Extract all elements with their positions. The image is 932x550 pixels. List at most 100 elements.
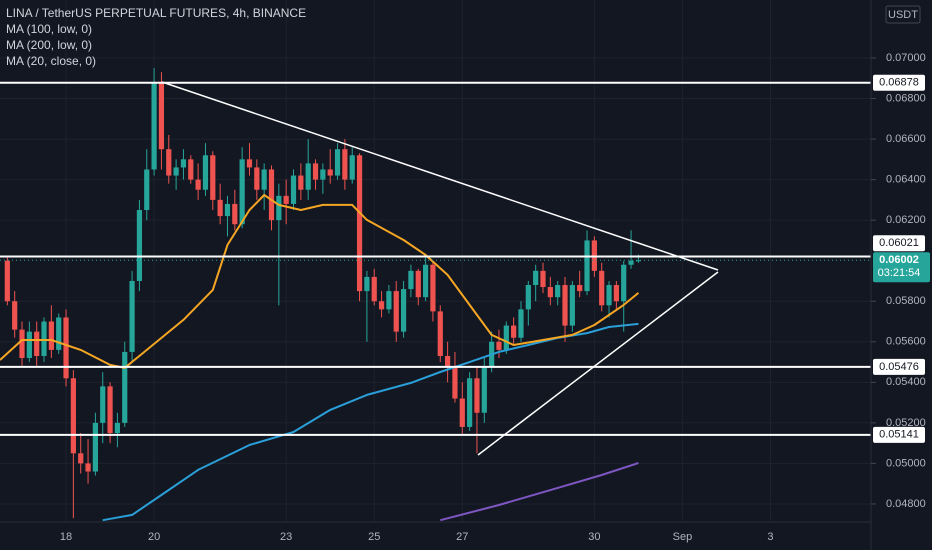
candle-body: [599, 270, 605, 306]
candle-body: [386, 291, 392, 310]
candle-body: [224, 203, 231, 217]
candle-body: [481, 366, 487, 413]
candle-body: [34, 331, 40, 356]
candle-body: [577, 285, 583, 292]
candle-body: [217, 199, 223, 217]
candle-body: [342, 149, 348, 180]
candle-body: [364, 276, 370, 292]
candle-body: [100, 386, 106, 423]
candle-body: [371, 276, 377, 302]
candle-body: [210, 155, 216, 200]
x-tick-label: 20: [148, 531, 160, 543]
y-tick-label: 0.06400: [886, 174, 926, 186]
candle-body: [349, 155, 355, 180]
candle-body: [613, 285, 619, 302]
x-tick-label: 18: [60, 531, 72, 543]
candle-body: [283, 195, 289, 204]
x-tick-label: 25: [368, 531, 380, 543]
candle-body: [518, 309, 524, 338]
candle-body: [430, 264, 436, 312]
candle-body: [584, 240, 590, 292]
level-label-box: [873, 426, 925, 443]
candle-body: [511, 325, 517, 338]
candle-body: [12, 301, 18, 330]
candle-body: [239, 159, 245, 225]
y-tick-label: 0.06600: [886, 133, 926, 145]
currency-label: USDT: [888, 9, 918, 21]
candle-body: [562, 285, 568, 326]
last-price-box: [873, 252, 930, 283]
level-label-box: [873, 235, 925, 252]
y-tick-label: 0.05800: [886, 295, 926, 307]
candle-body: [63, 317, 69, 379]
candle-body: [107, 386, 113, 434]
axes: 0.07000 0.06800 0.06600 0.06400 0.06200 0.058…: [60, 52, 926, 543]
candle-body: [305, 163, 311, 190]
x-tick-label: Sep: [673, 531, 693, 543]
candle-body: [151, 82, 157, 170]
legend-entry: MA (100, low, 0): [6, 22, 92, 36]
y-tick-label: 0.05000: [886, 457, 926, 469]
x-tick-label: 27: [456, 531, 468, 543]
candle-body: [555, 285, 561, 298]
candle-body: [158, 82, 165, 150]
candle-body: [290, 175, 297, 204]
level-label: 0.05141: [879, 429, 919, 441]
candle-body: [320, 169, 326, 180]
legend-entry: MA (20, close, 0): [6, 54, 96, 68]
candle-body: [356, 155, 363, 292]
candle-body: [180, 159, 187, 168]
candle-body: [202, 155, 209, 190]
candle-body: [246, 159, 253, 168]
candle-body: [408, 270, 414, 290]
candle-body: [268, 169, 275, 221]
candle-body: [459, 398, 465, 427]
countdown-label: 03:21:54: [878, 267, 921, 279]
plot-area: [0, 68, 871, 522]
level-label-box: [873, 74, 925, 91]
chart-title: LINA / TetherUS PERPETUAL FUTURES, 4h, B…: [6, 6, 306, 20]
candle-body: [166, 149, 172, 176]
candle-body: [525, 285, 531, 310]
candle-body: [312, 163, 319, 180]
candle-body: [422, 264, 429, 298]
candle-body: [85, 463, 91, 472]
candle-body: [78, 453, 84, 464]
candle-body: [188, 159, 194, 180]
candle-body: [122, 351, 128, 423]
candle-body: [195, 179, 201, 190]
level-label-box: [873, 358, 925, 375]
candle-body: [474, 378, 480, 413]
candle-body: [26, 331, 32, 359]
candle-body: [503, 325, 509, 350]
candle-body: [569, 285, 575, 326]
level-label: 0.05476: [879, 361, 919, 373]
candle-body: [540, 270, 546, 288]
y-tick-label: 0.06800: [886, 92, 926, 104]
candle-body: [4, 260, 10, 302]
x-tick-label: 30: [588, 531, 600, 543]
candle-body: [533, 270, 539, 286]
x-tick-label: 3: [767, 531, 773, 543]
candle-body: [114, 422, 121, 434]
candle-body: [298, 175, 304, 190]
candle-body: [606, 285, 612, 306]
legend-entry: MA (200, low, 0): [6, 38, 92, 52]
y-tick-label: 0.05600: [886, 336, 926, 348]
x-tick-label: 23: [280, 531, 292, 543]
candle-body: [437, 311, 443, 356]
candle-body: [254, 167, 260, 190]
y-tick-label: 0.05400: [886, 376, 926, 388]
candle-body: [378, 301, 385, 310]
candle-body: [56, 317, 62, 350]
trendline-lower: [477, 271, 719, 456]
y-tick-label: 0.07000: [886, 52, 926, 64]
candle-body: [41, 321, 47, 356]
candle-body: [393, 291, 399, 332]
currency-box[interactable]: [885, 5, 921, 24]
candle-body: [496, 341, 502, 350]
candle-body: [628, 260, 634, 265]
candle-body: [92, 422, 98, 472]
